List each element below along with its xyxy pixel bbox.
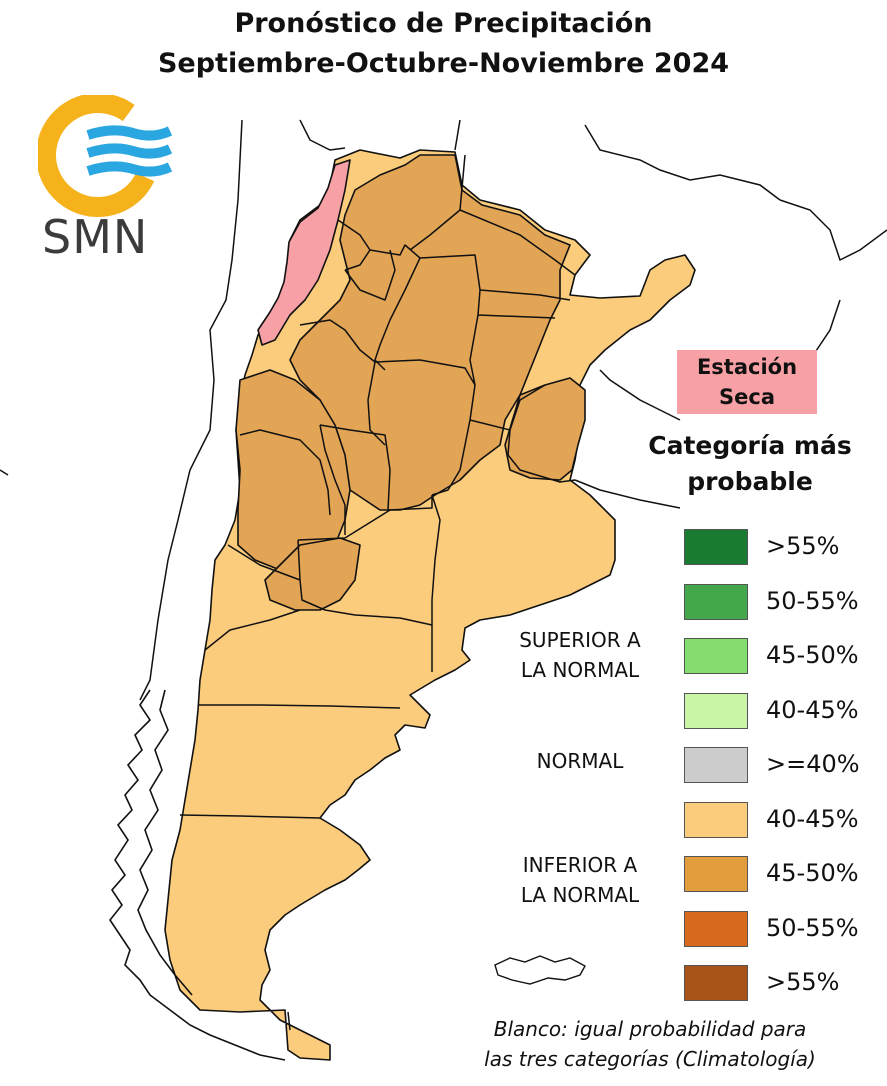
legend-swatch bbox=[684, 856, 748, 892]
legend-swatch bbox=[684, 638, 748, 674]
legend-swatch bbox=[684, 529, 748, 565]
argentina-territory bbox=[164, 149, 696, 1061]
smn-logo-icon bbox=[38, 95, 173, 217]
legend-label: >55% bbox=[766, 968, 840, 996]
islands-malvinas bbox=[494, 955, 586, 985]
legend-label: 45-50% bbox=[766, 641, 859, 669]
neighbor-borders bbox=[0, 119, 887, 701]
legend-title-line1: Categoría más bbox=[648, 431, 852, 460]
legend-label: 45-50% bbox=[766, 859, 859, 887]
legend-swatch bbox=[684, 802, 748, 838]
dry-season-label-line2: Seca bbox=[719, 385, 775, 409]
legend-group-superior-line2: LA NORMAL bbox=[520, 658, 640, 682]
map-title-line2: Septiembre-Octubre-Noviembre 2024 bbox=[157, 48, 730, 79]
footnote-line1: Blanco: igual probabilidad para bbox=[493, 1017, 807, 1041]
legend-label: 40-45% bbox=[766, 696, 859, 724]
region-inferior-45-50-north bbox=[289, 154, 571, 511]
region-inferior-45-50-cuyo bbox=[264, 537, 361, 611]
legend-group-inferior-line1: INFERIOR A bbox=[522, 853, 638, 877]
dry-season-label-line1: Estación bbox=[696, 355, 798, 379]
chile-coast bbox=[109, 689, 286, 1061]
legend-group-inferior: INFERIOR A LA NORMAL bbox=[500, 850, 660, 910]
legend-label: >=40% bbox=[766, 750, 860, 778]
region-dry-season bbox=[257, 159, 351, 346]
legend-label: 50-55% bbox=[766, 587, 859, 615]
region-inferior-45-50-east bbox=[504, 377, 586, 481]
province-borders bbox=[179, 154, 576, 1031]
legend-label: >55% bbox=[766, 532, 840, 560]
legend-swatch bbox=[684, 693, 748, 729]
legend-title-line2: probable bbox=[687, 467, 813, 496]
footnote-line2: las tres categorías (Climatología) bbox=[484, 1047, 816, 1071]
legend-group-normal: NORMAL bbox=[536, 749, 624, 773]
legend-label: 50-55% bbox=[766, 914, 859, 942]
legend-swatch bbox=[684, 584, 748, 620]
legend-group-superior: SUPERIOR A LA NORMAL bbox=[500, 625, 660, 685]
legend-group-inferior-line2: LA NORMAL bbox=[520, 883, 640, 907]
legend-swatch bbox=[684, 965, 748, 1001]
dry-season-legend: Estación Seca bbox=[677, 350, 817, 414]
map-title-line1: Pronóstico de Precipitación bbox=[234, 8, 653, 39]
legend-title: Categoría más probable bbox=[630, 428, 870, 500]
legend-group-superior-line1: SUPERIOR A bbox=[519, 628, 641, 652]
legend-swatch bbox=[684, 747, 748, 783]
legend-label: 40-45% bbox=[766, 805, 859, 833]
legend-swatch bbox=[684, 911, 748, 947]
smn-logo-text: SMN bbox=[42, 210, 149, 264]
